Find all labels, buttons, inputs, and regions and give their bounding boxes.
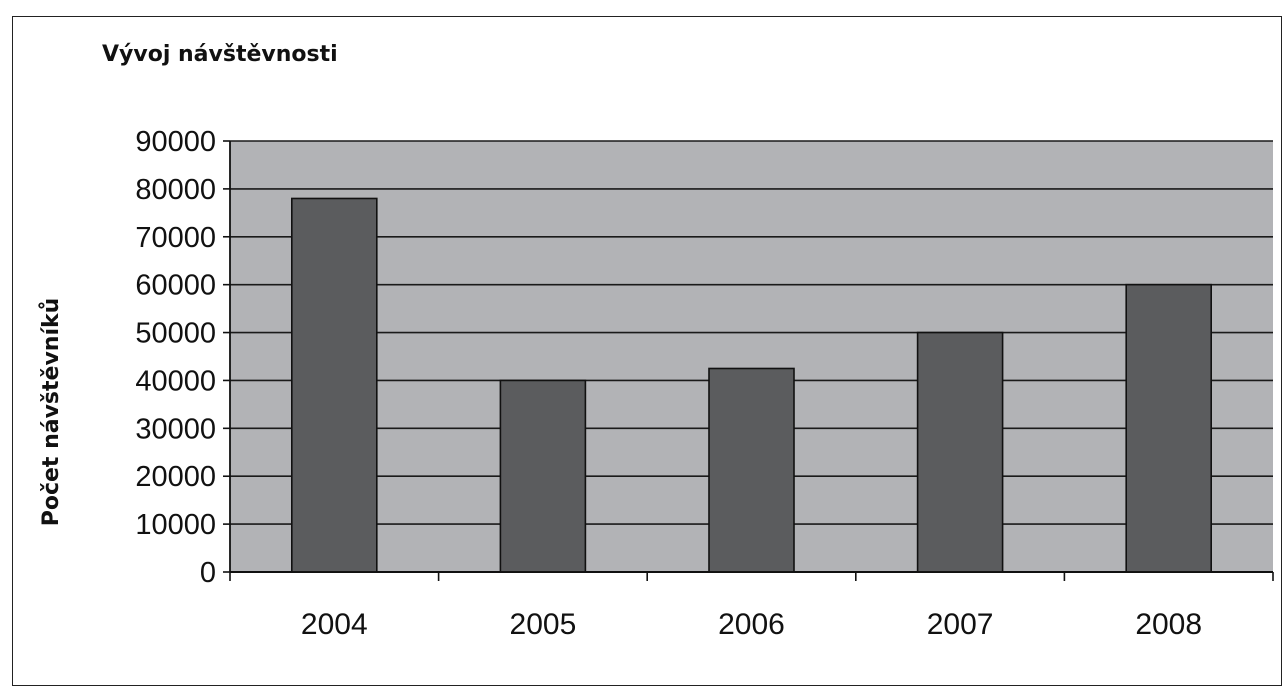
y-tick-label: 10000	[135, 509, 216, 541]
y-tick-labels: 0 10000 20000 30000 40000 50000 60000 70000 8000…	[135, 126, 216, 589]
x-tick-label: 2005	[510, 608, 577, 641]
x-tick-label: 2007	[927, 608, 994, 641]
y-tick-label: 0	[200, 557, 216, 589]
y-tick-label: 50000	[135, 318, 216, 350]
bar	[916, 331, 1004, 573]
y-tick-label: 40000	[135, 365, 216, 397]
x-tick-label: 2004	[301, 608, 368, 641]
y-tick-label: 20000	[135, 461, 216, 493]
y-tick-label: 90000	[135, 126, 216, 158]
y-tick-label: 30000	[135, 413, 216, 445]
y-tick-label: 80000	[135, 174, 216, 206]
bar	[708, 367, 795, 573]
bar	[290, 197, 378, 573]
bar	[1125, 283, 1212, 573]
y-tick-label: 70000	[135, 222, 216, 254]
x-tick-labels: 2004 2005 2006 2007 2008	[301, 608, 1202, 641]
y-axis-label: Počet návštěvníků	[39, 298, 64, 527]
axes	[229, 141, 1274, 581]
y-tick-label: 60000	[135, 270, 216, 302]
x-tick-label: 2008	[1135, 608, 1202, 641]
x-tick-label: 2006	[718, 608, 785, 641]
bar	[499, 379, 587, 573]
chart-title: Vývoj návštěvnosti	[102, 42, 338, 67]
